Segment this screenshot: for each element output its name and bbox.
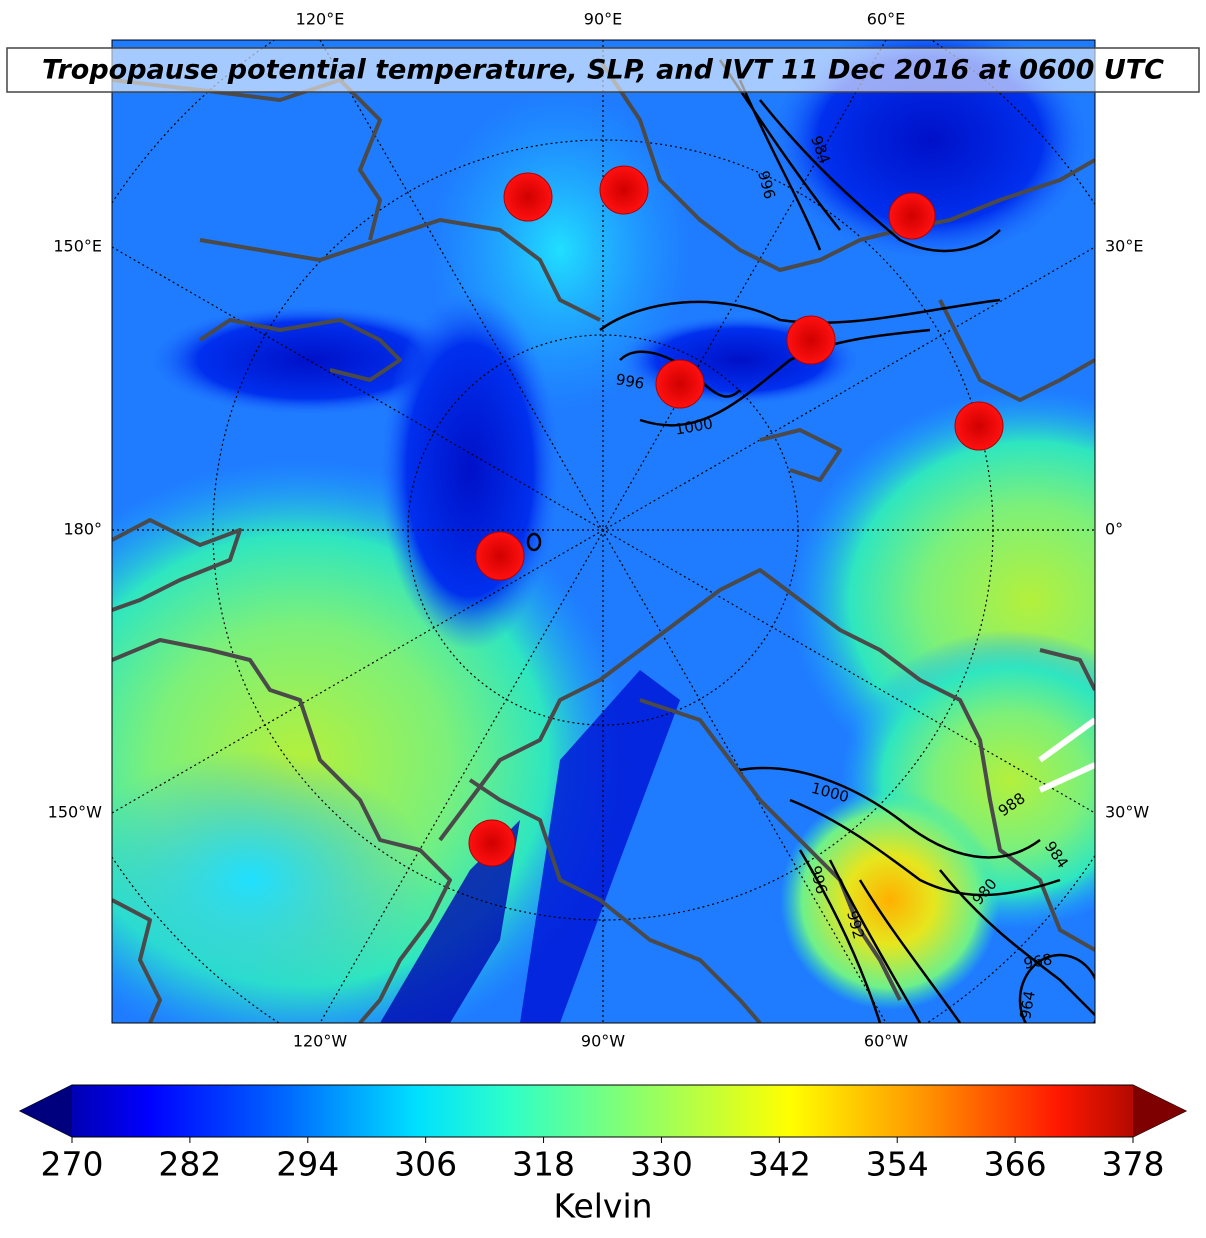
colorbar-tick-label: 318 — [512, 1145, 575, 1184]
lon-label: 120°W — [293, 1032, 348, 1051]
colorbar-extend-low — [20, 1085, 72, 1137]
field-hot — [780, 790, 1000, 1010]
title-box — [6, 47, 1200, 93]
field-cold — [520, 670, 680, 1023]
colorbar-tick-label: 294 — [276, 1145, 339, 1184]
lon-label: 60°E — [867, 10, 905, 29]
lon-label: 90°E — [584, 10, 622, 29]
map — [112, 40, 1095, 1023]
contour-label: 996 — [614, 370, 645, 393]
colorbar-tick-label: 378 — [1102, 1145, 1165, 1184]
field-cool — [112, 750, 430, 1010]
colorbar-tick-label: 306 — [394, 1145, 457, 1184]
colorbar: Kelvin 270 282 294 306 318 330 342 354 366 378 — [18, 1084, 1188, 1226]
slp-contours — [526, 59, 1095, 1023]
lon-label: 90°W — [581, 1032, 625, 1051]
title: Tropopause potential temperature, SLP, a… — [42, 55, 1164, 86]
colorbar-tick-label: 342 — [748, 1145, 811, 1184]
lon-label: 60°W — [864, 1032, 908, 1051]
longitude-labels: 120°E 90°E 60°E 120°W 90°W 60°W 150°E 180° 150°W… — [48, 10, 1150, 1051]
field-cold — [770, 40, 1090, 260]
contour-label: 968 — [1022, 950, 1053, 973]
colorbar-tick-label: 354 — [866, 1145, 929, 1184]
colorbar-tick-label: 366 — [984, 1145, 1047, 1184]
colorbar-extend-high — [1133, 1085, 1186, 1137]
colorbar-label: Kelvin — [553, 1187, 652, 1226]
graticule — [112, 40, 1095, 1023]
lon-label: 150°W — [48, 803, 103, 822]
colorbar-tick-label: 330 — [630, 1145, 693, 1184]
ivt-markers — [468, 165, 1004, 867]
lon-label: 150°E — [53, 237, 102, 256]
lon-label: 0° — [1105, 520, 1123, 539]
map-frame — [111, 39, 1096, 1024]
lon-label: 120°E — [296, 10, 345, 29]
contour-label: 964 — [1016, 989, 1039, 1020]
field-cold — [380, 290, 560, 650]
lon-label: 180° — [63, 520, 102, 539]
colorbar-bar — [18, 1084, 1188, 1138]
lon-label: 30°E — [1105, 237, 1143, 256]
field-cold — [150, 305, 470, 415]
lon-label: 30°W — [1105, 803, 1149, 822]
coastlines — [112, 58, 1095, 1023]
colorbar-tick-label: 270 — [41, 1145, 104, 1184]
colorbar-tick-label: 282 — [158, 1145, 221, 1184]
field-cold — [380, 820, 520, 1023]
